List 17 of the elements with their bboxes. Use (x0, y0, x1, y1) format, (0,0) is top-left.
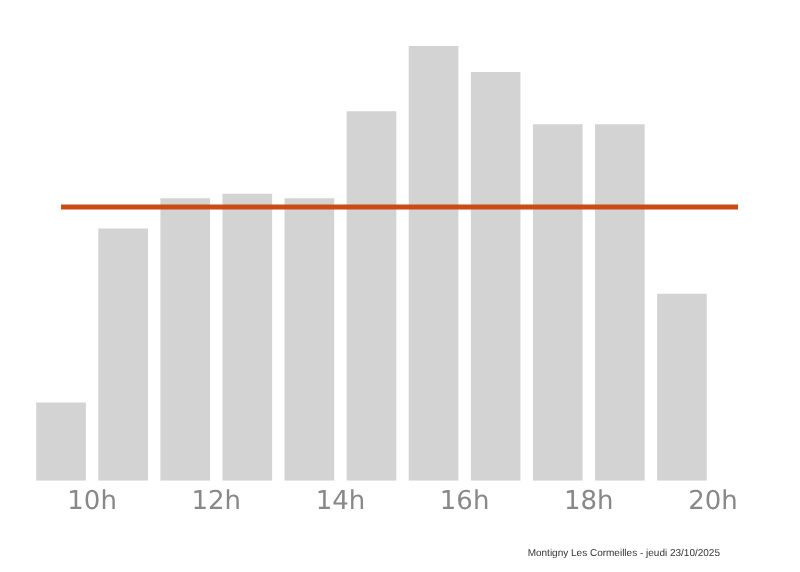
bar (470, 72, 521, 481)
x-tick-label: 12h (191, 487, 242, 518)
x-tick-label: 18h (564, 487, 614, 518)
x-tick-label: 14h (315, 487, 366, 518)
bar (532, 124, 583, 481)
x-tick-label: 10h (67, 487, 117, 518)
bar (284, 198, 335, 481)
bar (98, 228, 148, 481)
bar (408, 46, 459, 481)
bar (346, 111, 397, 481)
bar (594, 124, 645, 481)
bar (222, 193, 273, 481)
bar (657, 293, 707, 481)
x-tick-label: 20h (688, 487, 738, 518)
x-tick-label: 16h (439, 487, 490, 518)
bar (160, 198, 211, 481)
bar (36, 402, 86, 481)
